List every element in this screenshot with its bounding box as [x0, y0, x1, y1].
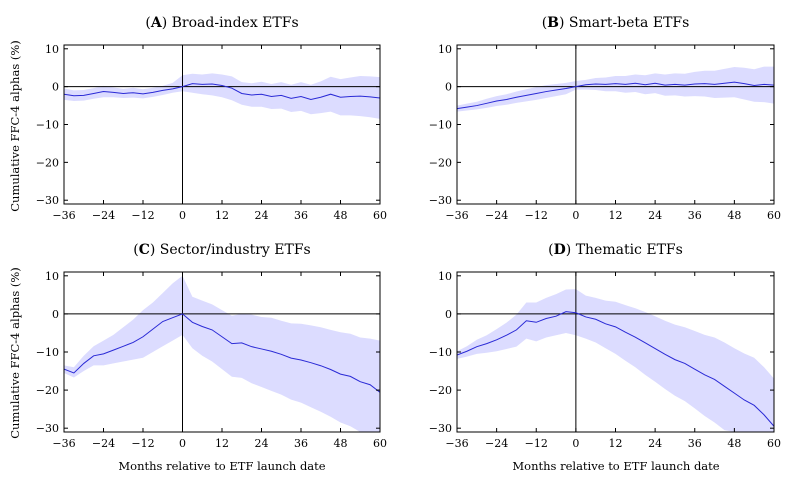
y-tick-label: −10 [36, 346, 59, 359]
x-tick-label: 0 [572, 437, 579, 450]
y-tick-label: 10 [438, 270, 452, 283]
panel-title: (B) Smart-beta ETFs [542, 15, 690, 31]
y-tick-label: −30 [36, 422, 59, 435]
y-tick-label: 0 [52, 81, 59, 94]
y-tick-label: 0 [52, 308, 59, 321]
x-axis-label-left: Months relative to ETF launch date [118, 459, 325, 473]
confidence-band [457, 289, 774, 432]
panel-letter: A [150, 15, 163, 31]
panel-letter: D [554, 242, 566, 258]
x-tick-label: 60 [373, 209, 387, 222]
x-tick-label: −36 [52, 437, 75, 450]
panel-title-open-paren: ( [548, 242, 553, 258]
panel-title-text: ) Broad-index ETFs [162, 15, 299, 31]
x-tick-label: 60 [767, 437, 781, 450]
x-tick-label: −12 [525, 209, 548, 222]
y-tick-label: −20 [429, 384, 452, 397]
x-tick-label: 0 [179, 437, 186, 450]
x-tick-label: 0 [572, 209, 579, 222]
y-tick-label: −30 [429, 194, 452, 207]
x-tick-label: −36 [52, 209, 75, 222]
panel-title-open-paren: ( [542, 15, 547, 31]
alpha-series-line [64, 313, 380, 393]
alpha-series-line [64, 83, 380, 101]
y-tick-label: −30 [36, 194, 59, 207]
x-tick-label: 12 [215, 437, 229, 450]
panel-c: −36 −24 −12 0 12 24 36 48 60 10 0 −10 −20 −30 (C) Sect… [36, 242, 387, 450]
plot-frame [63, 44, 381, 205]
x-tick-label: 36 [294, 209, 308, 222]
x-tick-label: −24 [485, 437, 508, 450]
x-tick-label: −36 [445, 437, 468, 450]
x-tick-label: 24 [255, 437, 269, 450]
x-axis-label-right: Months relative to ETF launch date [512, 459, 719, 473]
panel-title-text: ) Sector/industry ETFs [150, 242, 311, 258]
x-tick-label: 48 [727, 437, 741, 450]
x-tick-label: 48 [334, 209, 348, 222]
y-tick-label: −20 [36, 156, 59, 169]
y-tick-label: −20 [429, 156, 452, 169]
x-tick-label: −12 [131, 437, 154, 450]
x-tick-label: −12 [131, 209, 154, 222]
x-tick-label: 60 [767, 209, 781, 222]
panel-title: (C) Sector/industry ETFs [133, 242, 311, 258]
panel-title-text: ) Smart-beta ETFs [559, 15, 689, 31]
x-tick-label: 48 [334, 437, 348, 450]
x-tick-label: 0 [179, 209, 186, 222]
confidence-band [457, 66, 774, 112]
y-tick-label: 0 [445, 81, 452, 94]
x-tick-label: 24 [648, 437, 662, 450]
panel-title-text: ) Thematic ETFs [566, 242, 683, 258]
x-tick-label: 36 [688, 437, 702, 450]
x-tick-label: 24 [255, 209, 269, 222]
x-tick-label: 36 [294, 437, 308, 450]
y-tick-label: −10 [36, 119, 59, 132]
alpha-series-line [457, 81, 774, 110]
panel-title-open-paren: ( [133, 242, 138, 258]
x-tick-label: 48 [727, 209, 741, 222]
x-tick-label: 24 [648, 209, 662, 222]
x-tick-label: −24 [92, 437, 115, 450]
x-tick-label: −12 [525, 437, 548, 450]
panel-d: −36 −24 −12 0 12 24 36 48 60 10 0 −10 −20 −30 (D) Them… [429, 242, 781, 450]
y-tick-label: −20 [36, 384, 59, 397]
y-axis-label-top: Cumulative FFC-4 alphas (%) [8, 40, 22, 212]
x-tick-label: −24 [485, 209, 508, 222]
panel-title-open-paren: ( [145, 15, 150, 31]
x-tick-label: 36 [688, 209, 702, 222]
y-axis-label-bottom: Cumulative FFC-4 alphas (%) [8, 267, 22, 439]
panel-title: (D) Thematic ETFs [548, 242, 683, 258]
x-tick-label: 12 [609, 209, 623, 222]
panel-b: −36 −24 −12 0 12 24 36 48 60 10 0 −10 −20 −30 (B) Smar… [429, 15, 781, 222]
alpha-series-line [457, 311, 774, 427]
panel-letter: C [139, 242, 150, 258]
panel-letter: B [547, 15, 559, 31]
x-tick-label: 12 [609, 437, 623, 450]
confidence-band [64, 73, 380, 119]
x-tick-label: −36 [445, 209, 468, 222]
y-tick-label: 10 [45, 270, 59, 283]
confidence-band [64, 275, 380, 432]
y-tick-label: 0 [445, 308, 452, 321]
y-tick-label: 10 [438, 43, 452, 56]
x-tick-label: 12 [215, 209, 229, 222]
y-tick-label: −10 [429, 346, 452, 359]
y-tick-label: −10 [429, 119, 452, 132]
x-tick-label: −24 [92, 209, 115, 222]
panel-title: (A) Broad-index ETFs [145, 15, 298, 31]
y-tick-label: −30 [429, 422, 452, 435]
y-tick-label: 10 [45, 43, 59, 56]
panel-a: −36 −24 −12 0 12 24 36 48 60 10 0 −10 −20 −30 (A) Broa… [36, 15, 387, 222]
x-tick-label: 60 [373, 437, 387, 450]
